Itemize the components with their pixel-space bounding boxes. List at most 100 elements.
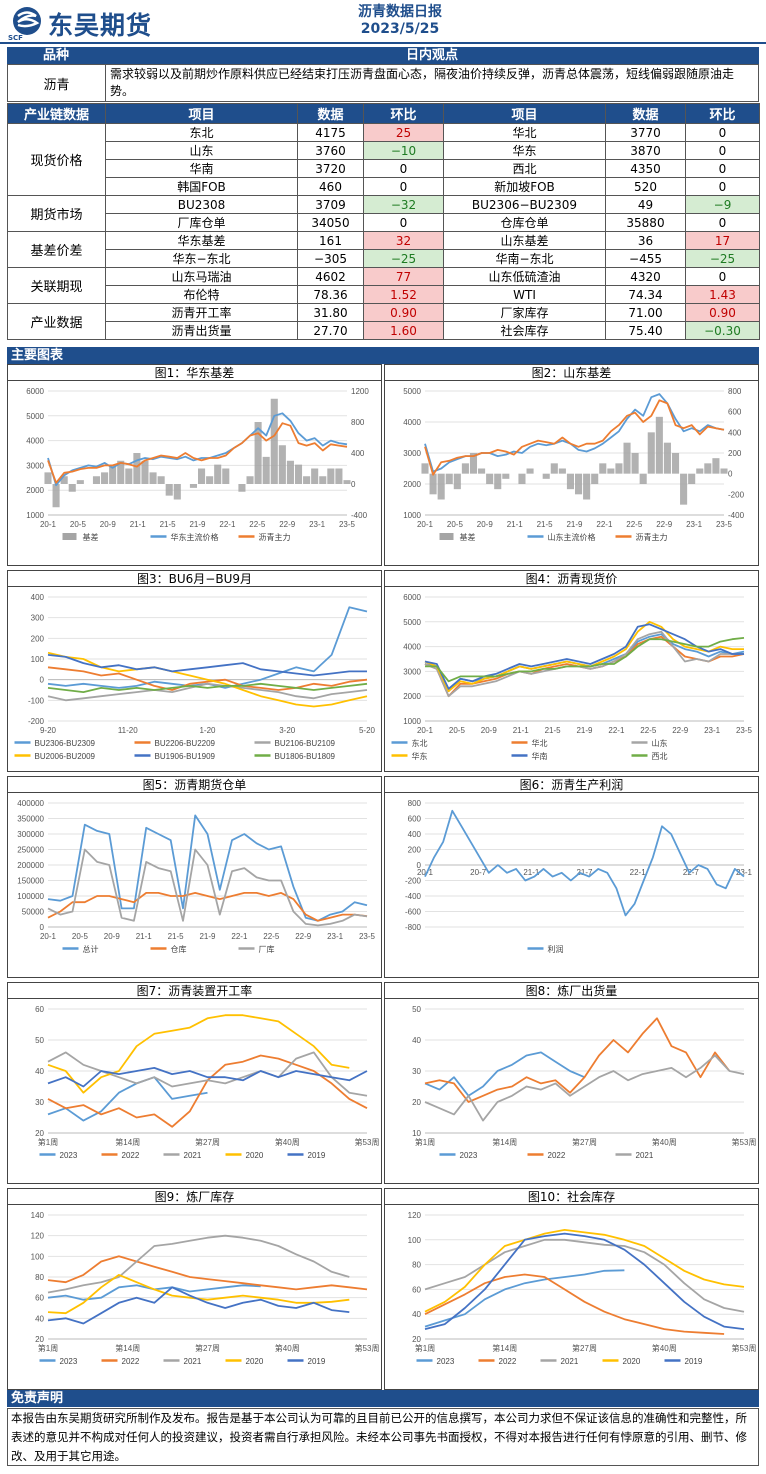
value-cell: 520 — [605, 177, 686, 196]
y-tick-label: 1000 — [403, 511, 421, 520]
x-tick-label: 23-1 — [736, 868, 753, 877]
x-tick-label: 21-9 — [576, 726, 593, 735]
series-line — [47, 1054, 368, 1128]
y2-tick-label: 200 — [728, 449, 742, 458]
y2-tick-label: 800 — [351, 418, 365, 427]
y-tick-label: 40 — [412, 1036, 421, 1045]
legend-item: BU2206-BU2209 — [134, 739, 216, 748]
legend-label: 2021 — [636, 1151, 654, 1160]
change-cell: −0.30 — [685, 321, 760, 340]
y-tick-label: 2000 — [26, 486, 44, 495]
legend-label: 山东主流价格 — [548, 532, 596, 542]
basis-bar — [704, 463, 712, 474]
report-title: 沥青数据日报 — [358, 4, 442, 20]
x-tick-label: 22-1 — [231, 932, 248, 941]
item-cell: 华东基差 — [105, 231, 298, 250]
x-tick-label: 第1周 — [38, 1137, 58, 1147]
legend-label: 2023 — [437, 1357, 455, 1366]
x-tick-label: 20-9 — [104, 932, 121, 941]
y2-tick-label: 0 — [728, 470, 733, 479]
report-date: 2023/5/25 — [360, 21, 440, 37]
x-tick-label: 21-5 — [545, 726, 562, 735]
report-header: 东吴期货 SCF 沥青数据日报 2023/5/25 — [0, 0, 766, 44]
y-tick-label: -200 — [405, 877, 422, 886]
legend-item: 2021 — [163, 1357, 202, 1366]
y-tick-label: -600 — [405, 908, 422, 917]
charts-section-bar: 主要图表 — [7, 347, 759, 364]
legend-label: 东北 — [412, 738, 428, 748]
y-tick-label: 50000 — [22, 908, 45, 917]
x-tick-label: 第14周 — [492, 1343, 517, 1353]
y-tick-label: 0 — [40, 923, 45, 932]
legend-item: 2022 — [478, 1357, 517, 1366]
legend-item: 利润 — [527, 944, 564, 954]
x-tick-label: 23-1 — [327, 932, 344, 941]
legend-item: 2019 — [287, 1151, 326, 1160]
legend-item: 山东 — [631, 738, 668, 748]
chart-title: 图5：沥青期货仓单 — [8, 777, 381, 793]
basis-bar — [607, 468, 615, 474]
x-tick-label: 第53周 — [355, 1343, 380, 1353]
table-row: 产业数据 沥青开工率 31.80 0.90 厂家库存 71.00 0.90 — [7, 303, 760, 340]
y-tick-label: 300 — [31, 614, 45, 623]
legend-item: 2022 — [527, 1151, 566, 1160]
y-tick-label: 2000 — [403, 480, 421, 489]
table-row: 华东−东北 −305 −25 华南−东北 −455 −25 — [8, 249, 760, 268]
basis-bar — [117, 460, 125, 484]
series-line — [424, 393, 725, 473]
series-line — [47, 1014, 350, 1094]
legend-item: 西北 — [631, 752, 668, 761]
series-line — [424, 620, 744, 693]
change-cell: 0.90 — [363, 303, 444, 322]
column-header: 项目 — [443, 103, 606, 124]
legend-label: 2021 — [561, 1357, 579, 1366]
series-area-基差 — [44, 398, 351, 508]
basis-bar — [639, 473, 647, 484]
disclaimer-text: 本报告由东吴期货研究所制作及发布。报告是基于本公司认为可靠的且目前已公开的信息撰… — [7, 1408, 759, 1466]
legend-item: 2020 — [225, 1151, 264, 1160]
basis-bar — [311, 468, 319, 484]
legend-label: 2020 — [246, 1357, 264, 1366]
chart-panel: 图3：BU6月−BU9月 -200 -100 0 100 200 300 400 9-20 11-… — [7, 570, 382, 772]
y-tick-label: 60 — [35, 1005, 44, 1014]
legend-label: BU2106-BU2109 — [275, 739, 336, 748]
basis-bar — [518, 473, 526, 484]
y-tick-label: 100 — [408, 1236, 422, 1245]
legend-label: 2020 — [623, 1357, 641, 1366]
series-line — [47, 1274, 350, 1315]
chart-title: 图2：山东基差 — [385, 365, 758, 381]
x-tick-label: 21-5 — [537, 520, 554, 529]
basis-bar — [109, 464, 117, 484]
y-tick-label: 60 — [412, 1285, 421, 1294]
x-tick-label: 21-1 — [513, 726, 530, 735]
table-row: 关联期现 山东马瑞油 4602 77 山东低硫渣油 4320 0 — [7, 267, 760, 304]
series-line — [47, 892, 368, 922]
series-line — [424, 1054, 745, 1122]
basis-bar — [574, 473, 583, 495]
view-header-bar: 品种 日内观点 — [7, 47, 759, 64]
y-tick-label: 4000 — [26, 437, 44, 446]
y-tick-label: 1000 — [403, 717, 421, 726]
value-cell: 3870 — [605, 141, 686, 160]
value-cell: 78.36 — [297, 285, 364, 304]
x-tick-label: 20-9 — [477, 520, 494, 529]
x-tick-label: 22-9 — [672, 726, 689, 735]
item-cell: 韩国FOB — [105, 177, 298, 196]
product-name: 沥青 — [8, 65, 106, 101]
value-cell: −305 — [297, 249, 364, 268]
basis-bar — [76, 480, 84, 484]
basis-bar — [197, 468, 206, 484]
y2-tick-label: 800 — [728, 387, 742, 396]
x-tick-label: 3-20 — [279, 726, 296, 735]
y-tick-label: 40 — [412, 1310, 421, 1319]
basis-bar — [421, 463, 429, 474]
y-tick-label: 250000 — [17, 846, 44, 855]
chart-panel: 图4：沥青现货价 1000 2000 3000 4000 5000 6000 20-1 20-5… — [384, 570, 759, 772]
y-tick-label: 3000 — [403, 667, 421, 676]
item-cell: 沥青开工率 — [105, 303, 298, 322]
y-tick-label: 400000 — [17, 799, 44, 808]
x-tick-label: 第14周 — [115, 1343, 140, 1353]
legend-label: 利润 — [548, 944, 564, 954]
x-tick-label: 23-1 — [309, 520, 326, 529]
basis-bar — [141, 460, 149, 484]
